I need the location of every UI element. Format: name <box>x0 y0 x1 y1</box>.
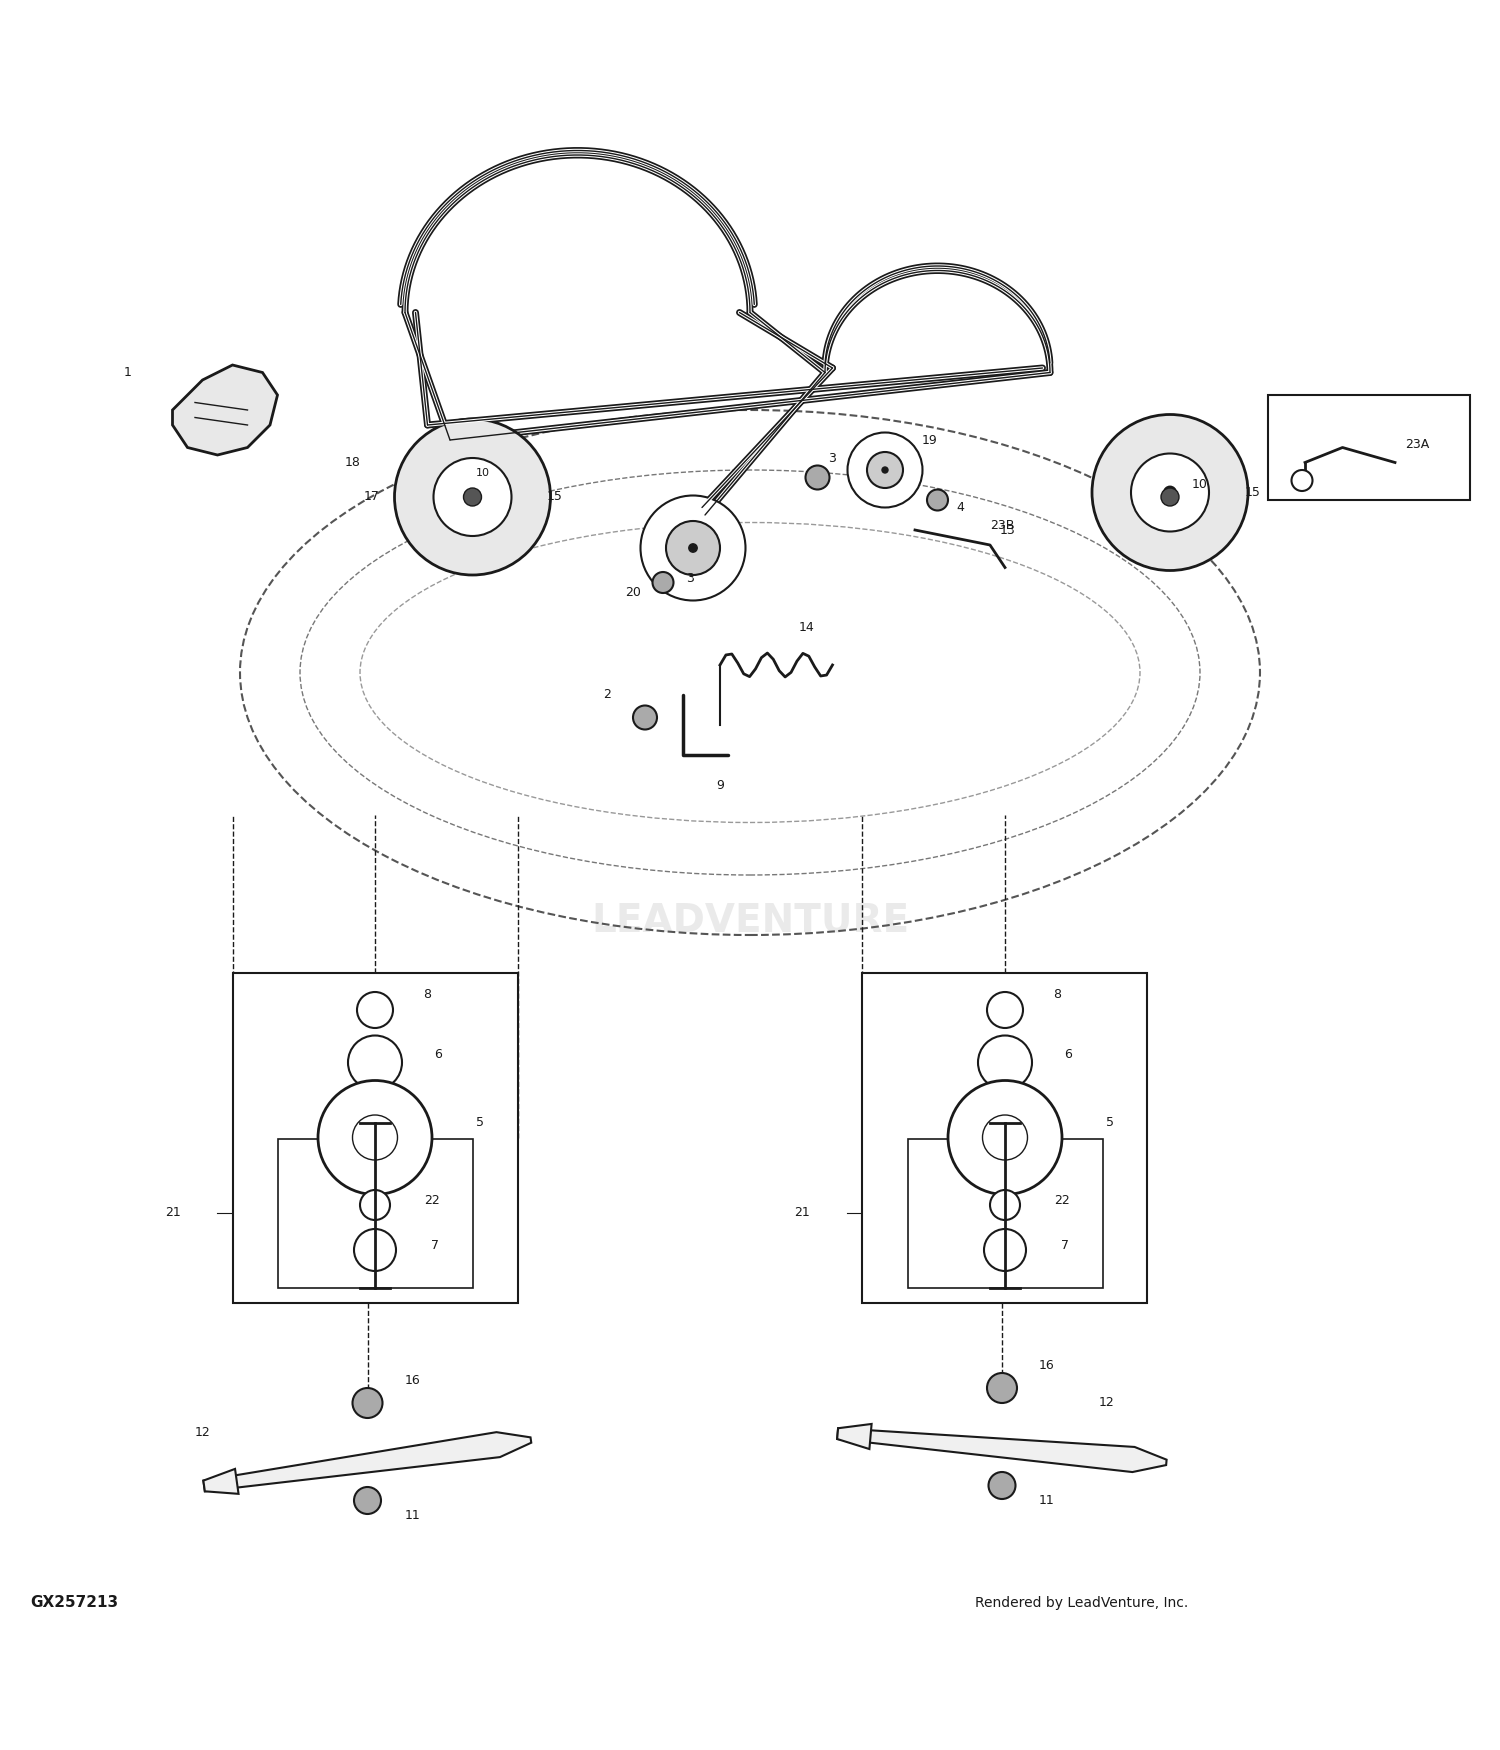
Text: 12: 12 <box>1100 1396 1114 1409</box>
Circle shape <box>984 1228 1026 1270</box>
Circle shape <box>1092 415 1248 570</box>
Circle shape <box>1164 487 1176 499</box>
Text: Rendered by LeadVenture, Inc.: Rendered by LeadVenture, Inc. <box>975 1596 1188 1610</box>
Text: 23B: 23B <box>990 520 1014 532</box>
Circle shape <box>433 458 512 536</box>
Text: 9: 9 <box>716 779 724 791</box>
Circle shape <box>354 1228 396 1270</box>
Text: LEADVENTURE: LEADVENTURE <box>591 901 909 940</box>
Text: 14: 14 <box>800 621 814 634</box>
Circle shape <box>978 1036 1032 1090</box>
Text: 23A: 23A <box>1406 438 1429 452</box>
Text: 1: 1 <box>123 366 132 380</box>
Circle shape <box>847 432 922 508</box>
Circle shape <box>357 992 393 1027</box>
Circle shape <box>990 1190 1020 1220</box>
Circle shape <box>988 1472 1016 1500</box>
Polygon shape <box>837 1428 1167 1472</box>
Polygon shape <box>172 366 278 455</box>
Circle shape <box>927 490 948 511</box>
Text: 15: 15 <box>1245 487 1260 499</box>
Circle shape <box>987 992 1023 1027</box>
Circle shape <box>688 544 698 553</box>
Text: 10: 10 <box>476 467 490 478</box>
Bar <box>278 1139 472 1288</box>
Text: 12: 12 <box>195 1426 210 1440</box>
Text: 5: 5 <box>476 1116 484 1129</box>
Text: 22: 22 <box>424 1194 439 1207</box>
Bar <box>862 973 1148 1302</box>
Circle shape <box>394 418 550 576</box>
Text: 7: 7 <box>430 1239 439 1251</box>
Text: 18: 18 <box>345 457 360 469</box>
Circle shape <box>354 1488 381 1514</box>
Circle shape <box>1131 453 1209 532</box>
Bar <box>1268 396 1470 500</box>
Bar <box>908 1139 1102 1288</box>
Text: 15: 15 <box>548 490 562 504</box>
Circle shape <box>464 488 482 506</box>
Circle shape <box>867 452 903 488</box>
Text: 5: 5 <box>1106 1116 1114 1129</box>
Circle shape <box>318 1080 432 1195</box>
Circle shape <box>640 495 746 600</box>
Text: 10: 10 <box>1192 478 1208 492</box>
Circle shape <box>806 466 830 490</box>
Circle shape <box>982 1115 1028 1160</box>
Circle shape <box>466 490 478 504</box>
Text: 11: 11 <box>405 1508 420 1522</box>
Text: 19: 19 <box>922 434 938 446</box>
Text: 8: 8 <box>1053 989 1062 1001</box>
Text: 16: 16 <box>1040 1360 1054 1372</box>
Polygon shape <box>837 1424 872 1449</box>
Circle shape <box>348 1036 402 1090</box>
Text: 4: 4 <box>956 500 964 514</box>
Text: GX257213: GX257213 <box>30 1594 118 1610</box>
Polygon shape <box>204 1468 238 1494</box>
Circle shape <box>352 1388 382 1418</box>
Circle shape <box>633 705 657 730</box>
Text: 17: 17 <box>364 490 380 504</box>
Bar <box>232 973 518 1302</box>
Circle shape <box>882 467 888 472</box>
Text: 2: 2 <box>603 688 612 702</box>
Text: 7: 7 <box>1060 1239 1070 1251</box>
Text: 3: 3 <box>686 572 694 584</box>
Text: 6: 6 <box>1064 1048 1072 1062</box>
Circle shape <box>1161 488 1179 506</box>
Text: 8: 8 <box>423 989 432 1001</box>
Circle shape <box>352 1115 398 1160</box>
Circle shape <box>652 572 674 593</box>
Text: 6: 6 <box>433 1048 442 1062</box>
Polygon shape <box>204 1432 531 1491</box>
Circle shape <box>666 522 720 576</box>
Circle shape <box>948 1080 1062 1195</box>
Text: 3: 3 <box>828 452 837 464</box>
Text: 11: 11 <box>1040 1494 1054 1507</box>
Text: 21: 21 <box>165 1206 180 1220</box>
Text: 21: 21 <box>795 1206 810 1220</box>
Text: 16: 16 <box>405 1374 420 1388</box>
Circle shape <box>360 1190 390 1220</box>
Circle shape <box>987 1374 1017 1404</box>
Text: 13: 13 <box>1000 523 1016 537</box>
Text: 20: 20 <box>626 586 640 600</box>
Text: 22: 22 <box>1054 1194 1070 1207</box>
Circle shape <box>1292 471 1312 492</box>
